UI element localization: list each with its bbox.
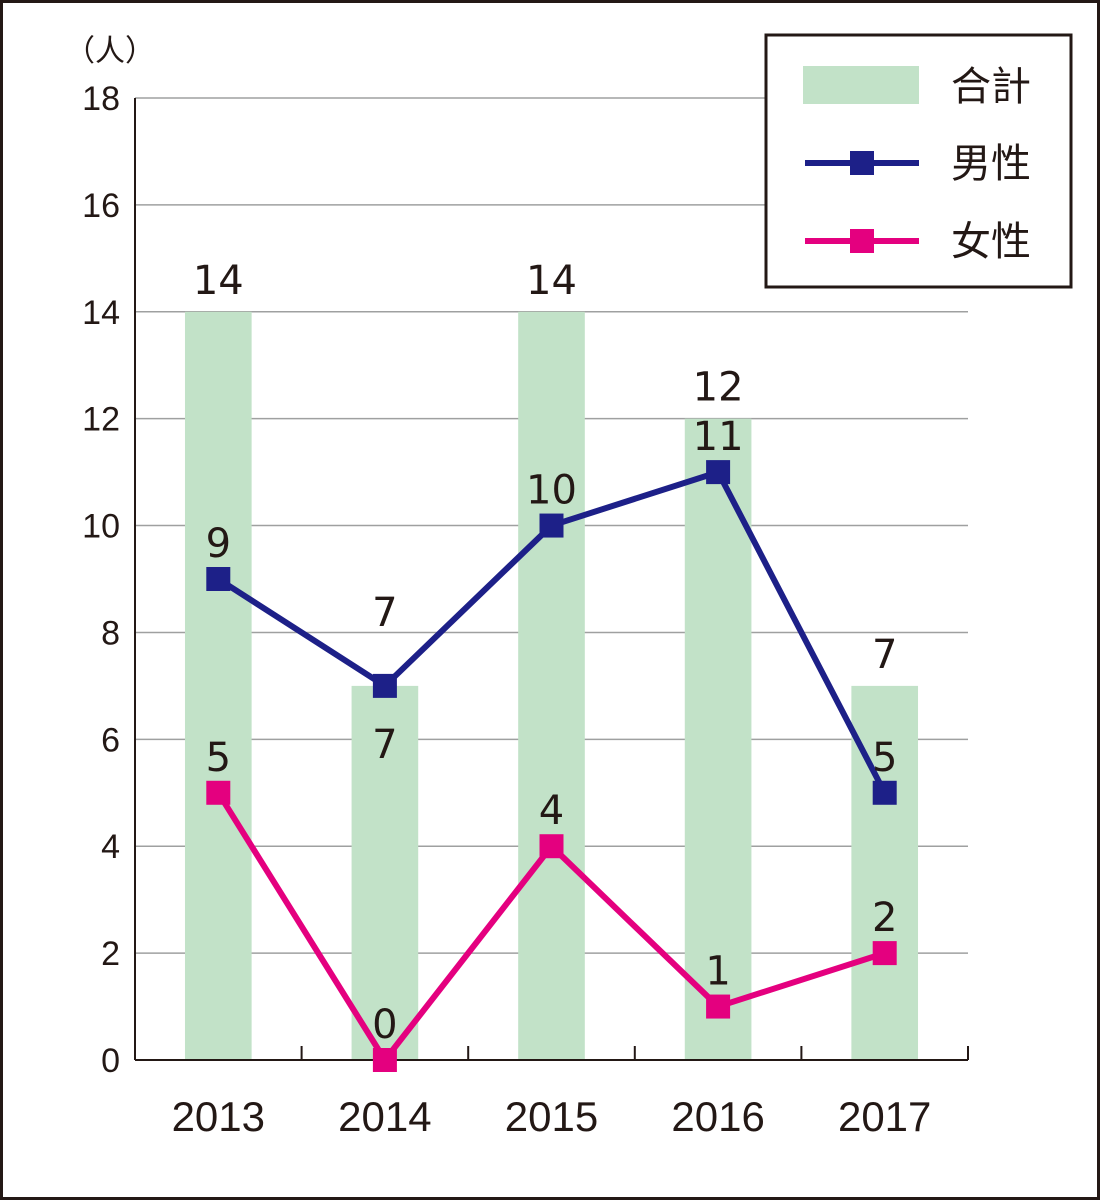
marker-series-2-2016 (706, 994, 731, 1019)
data-label-total-2014: 7 (372, 590, 397, 636)
y-tick-label: 12 (82, 401, 120, 439)
x-tick-label-2016: 2016 (671, 1093, 764, 1140)
legend-marker-female (850, 229, 874, 253)
y-tick-label: 18 (82, 80, 120, 118)
bar-total-2014 (351, 685, 419, 1060)
y-tick-label: 8 (101, 614, 120, 652)
legend-label-male: 男性 (951, 141, 1031, 187)
legend-marker-male (850, 151, 874, 175)
data-label-female-2015: 4 (539, 788, 564, 834)
y-tick-label: 2 (101, 935, 120, 973)
y-axis-unit-label: （人） (65, 34, 155, 69)
marker-series-1-2017 (872, 780, 897, 805)
data-label-male-2016: 11 (693, 414, 744, 460)
y-tick-label: 16 (82, 187, 120, 225)
legend-swatch-total (803, 66, 919, 104)
bar-total-2016 (684, 418, 752, 1061)
y-tick-label: 0 (101, 1042, 120, 1080)
x-tick-label-2013: 2013 (172, 1093, 265, 1140)
marker-series-2-2017 (872, 941, 897, 966)
data-label-male-2014: 7 (372, 722, 397, 768)
data-label-female-2017: 2 (872, 895, 897, 941)
marker-series-1-2014 (372, 673, 397, 698)
x-tick-label-2017: 2017 (838, 1093, 931, 1140)
y-tick-label: 10 (82, 508, 120, 546)
data-label-female-2013: 5 (206, 735, 231, 781)
bar-total-2013 (184, 311, 252, 1060)
bars-total (184, 311, 919, 1061)
y-tick-label: 4 (101, 828, 120, 866)
marker-series-2-2013 (206, 780, 231, 805)
data-label-total-2015: 14 (526, 258, 577, 304)
legend-label-female: 女性 (951, 219, 1031, 265)
y-tick-label: 14 (82, 294, 120, 332)
data-label-male-2013: 9 (206, 521, 231, 567)
data-label-total-2016: 12 (693, 365, 744, 411)
data-label-total-2017: 7 (872, 632, 897, 678)
marker-series-1-2016 (706, 460, 731, 485)
x-tick-label-2014: 2014 (338, 1093, 431, 1140)
data-label-female-2016: 1 (705, 949, 730, 995)
marker-series-2-2015 (539, 834, 564, 859)
data-label-female-2014: 0 (372, 1002, 397, 1048)
series-lines (206, 460, 897, 1072)
data-label-total-2013: 14 (193, 258, 244, 304)
marker-series-1-2013 (206, 567, 231, 591)
marker-series-1-2015 (539, 513, 564, 538)
x-tick-label-2015: 2015 (505, 1093, 598, 1140)
marker-series-2-2014 (372, 1048, 397, 1072)
legend: 合計 男性 女性 (764, 33, 1073, 289)
data-label-male-2015: 10 (526, 468, 577, 514)
y-tick-label: 6 (101, 721, 120, 759)
legend-label-total: 合計 (951, 64, 1031, 110)
data-label-male-2017: 5 (872, 735, 897, 781)
bar-total-2015 (518, 311, 585, 1060)
